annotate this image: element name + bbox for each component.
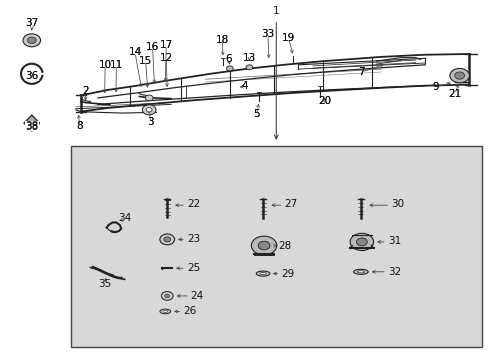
Text: 20: 20 xyxy=(318,96,331,106)
Ellipse shape xyxy=(256,271,269,276)
Text: 6: 6 xyxy=(225,54,232,64)
Circle shape xyxy=(449,68,468,83)
Text: 4: 4 xyxy=(241,81,247,91)
Ellipse shape xyxy=(160,309,170,314)
Circle shape xyxy=(160,234,174,245)
Text: 24: 24 xyxy=(190,291,203,301)
Text: 30: 30 xyxy=(390,199,404,210)
Text: 10: 10 xyxy=(99,60,111,70)
Text: 35: 35 xyxy=(98,279,112,289)
Circle shape xyxy=(142,105,156,115)
Text: 16: 16 xyxy=(145,42,159,52)
Text: 18: 18 xyxy=(215,35,229,45)
Text: 7: 7 xyxy=(358,67,365,77)
Text: 26: 26 xyxy=(183,306,196,316)
Text: 6: 6 xyxy=(225,54,232,64)
Text: 21: 21 xyxy=(447,89,461,99)
Text: 23: 23 xyxy=(186,234,200,244)
Circle shape xyxy=(454,72,464,79)
Text: 5: 5 xyxy=(253,109,260,120)
Circle shape xyxy=(163,237,170,242)
Circle shape xyxy=(23,34,41,47)
Text: 27: 27 xyxy=(284,199,297,210)
Circle shape xyxy=(245,65,252,70)
Circle shape xyxy=(27,37,36,44)
Text: 12: 12 xyxy=(159,53,173,63)
Text: 2: 2 xyxy=(82,86,89,96)
Text: 33: 33 xyxy=(261,29,274,39)
Circle shape xyxy=(164,294,169,298)
Text: 17: 17 xyxy=(159,40,173,50)
Text: 36: 36 xyxy=(25,71,39,81)
Circle shape xyxy=(145,95,153,101)
Circle shape xyxy=(161,292,173,300)
Text: 38: 38 xyxy=(25,121,39,131)
Text: 12: 12 xyxy=(159,53,173,63)
Ellipse shape xyxy=(353,269,367,274)
Text: 31: 31 xyxy=(387,236,400,246)
Text: 13: 13 xyxy=(242,53,256,63)
Text: 5: 5 xyxy=(253,109,260,120)
Ellipse shape xyxy=(163,310,167,312)
Text: 13: 13 xyxy=(242,53,256,63)
Circle shape xyxy=(251,236,276,255)
Text: 33: 33 xyxy=(261,29,274,39)
Text: 10: 10 xyxy=(99,60,111,70)
Text: 18: 18 xyxy=(215,35,229,45)
Text: 19: 19 xyxy=(281,33,295,43)
Text: 3: 3 xyxy=(147,117,154,127)
Circle shape xyxy=(226,66,233,71)
Text: 32: 32 xyxy=(387,267,400,277)
Text: 28: 28 xyxy=(277,240,290,251)
Ellipse shape xyxy=(260,273,265,275)
Text: 2: 2 xyxy=(82,86,89,96)
Text: 37: 37 xyxy=(25,18,39,28)
Text: 19: 19 xyxy=(281,33,295,43)
Text: 17: 17 xyxy=(159,40,173,50)
Text: 8: 8 xyxy=(76,121,83,131)
Circle shape xyxy=(356,238,366,246)
Polygon shape xyxy=(24,115,40,131)
Text: 21: 21 xyxy=(447,89,461,99)
Text: 15: 15 xyxy=(139,56,152,66)
Text: 25: 25 xyxy=(186,263,200,273)
Text: 37: 37 xyxy=(25,18,39,28)
Text: 36: 36 xyxy=(25,71,39,81)
Text: 7: 7 xyxy=(358,67,365,77)
Circle shape xyxy=(349,233,373,251)
Text: 14: 14 xyxy=(128,47,142,57)
Text: 3: 3 xyxy=(147,117,154,127)
Text: 11: 11 xyxy=(109,60,123,70)
Text: 9: 9 xyxy=(431,82,438,92)
Circle shape xyxy=(146,108,152,112)
Text: 16: 16 xyxy=(145,42,159,52)
Circle shape xyxy=(258,241,269,250)
Text: 8: 8 xyxy=(76,121,83,131)
Text: 4: 4 xyxy=(241,81,247,91)
Text: 15: 15 xyxy=(139,56,152,66)
Text: 11: 11 xyxy=(109,60,123,70)
Ellipse shape xyxy=(356,271,364,273)
Text: 9: 9 xyxy=(431,82,438,92)
Text: 1: 1 xyxy=(272,6,279,16)
Text: 20: 20 xyxy=(318,96,331,106)
Text: 34: 34 xyxy=(118,213,131,223)
Text: 29: 29 xyxy=(281,269,294,279)
Text: 14: 14 xyxy=(128,47,142,57)
Bar xyxy=(71,146,481,347)
Text: 38: 38 xyxy=(25,122,39,132)
Text: 22: 22 xyxy=(186,199,200,210)
